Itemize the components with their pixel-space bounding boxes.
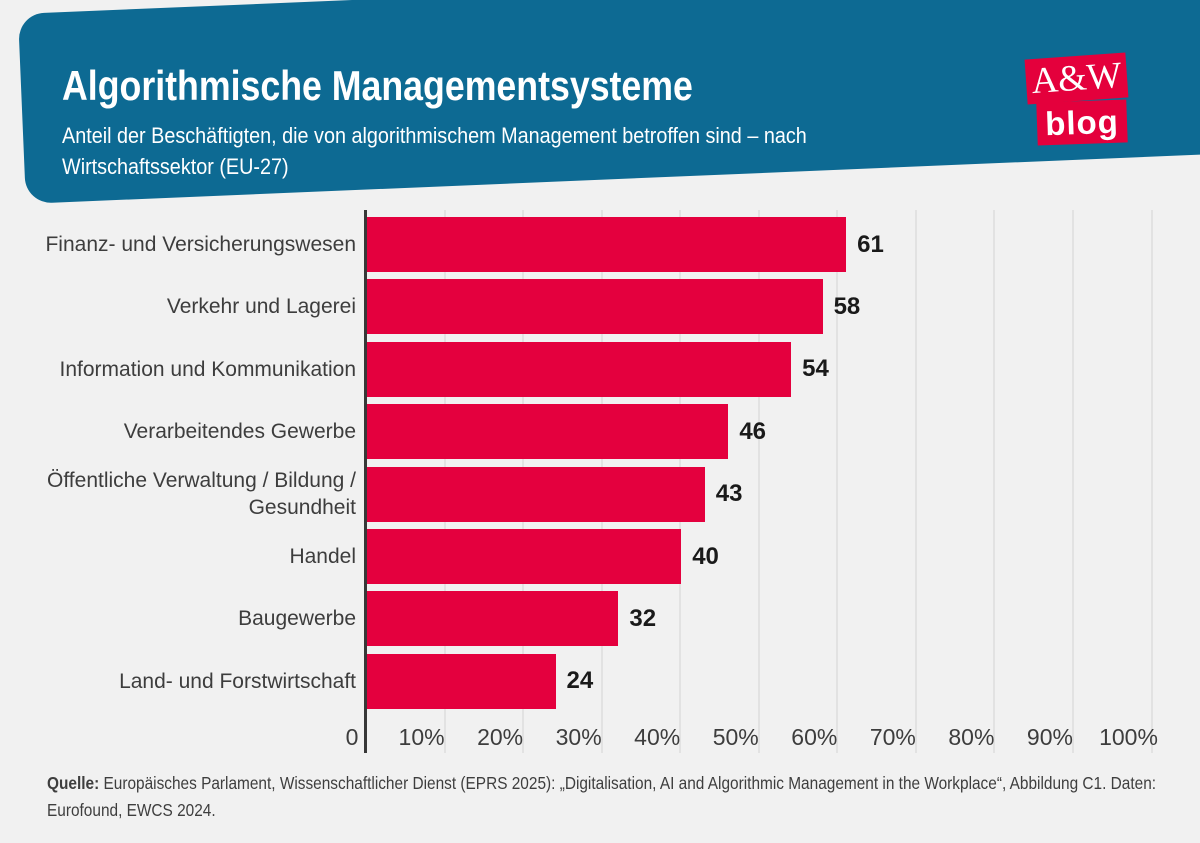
bar	[367, 341, 792, 397]
gridline-70	[914, 210, 917, 753]
value-label: 46	[739, 417, 767, 445]
value-label: 58	[833, 292, 861, 320]
category-label: Baugewerbe	[238, 607, 356, 631]
category-label: Handel	[289, 545, 356, 568]
x-tick-label: 40%	[634, 724, 681, 750]
x-tick-label: 70%	[869, 724, 916, 750]
value-label: 32	[629, 604, 657, 632]
value-label: 24	[566, 667, 594, 695]
source-label: Quelle:	[47, 773, 100, 793]
page-subtitle-line-1: Anteil der Beschäftigten, die von algori…	[62, 123, 807, 148]
x-tick-label: 50%	[712, 724, 759, 750]
category-label: Land- und Forstwirtschaft	[119, 669, 356, 693]
category-label: Verkehr und Lagerei	[166, 295, 356, 319]
x-tick-label: 80%	[948, 724, 995, 750]
gridline-100	[1150, 210, 1153, 753]
category-label: Öffentliche Verwaltung / Bildung / Gesun…	[47, 469, 356, 520]
x-tick-label: 60%	[791, 724, 838, 750]
bar	[367, 653, 556, 709]
logo-blog-box: blog	[1036, 99, 1128, 146]
page-title: Algorithmische Managementsysteme	[62, 62, 693, 109]
value-label: 43	[715, 480, 743, 508]
value-label: 61	[857, 230, 884, 258]
category-label: Verarbeitendes Gewerbe	[123, 420, 356, 444]
bar	[367, 591, 619, 647]
category-label: Information und Kommunikation	[59, 357, 357, 381]
x-tick-label: 10%	[398, 724, 445, 750]
gridline-60	[836, 210, 839, 753]
x-tick-label: 20%	[477, 724, 524, 750]
bar	[367, 466, 705, 522]
source-text: Europäisches Parlament, Wissenschaftlich…	[99, 773, 1157, 793]
y-axis-line	[364, 210, 367, 753]
value-label: 40	[692, 542, 719, 570]
x-tick-label: 90%	[1026, 724, 1073, 750]
gridline-80	[993, 210, 996, 753]
gridline-90	[1071, 210, 1074, 753]
bar	[367, 404, 729, 460]
bar	[367, 217, 847, 272]
source-line-1: Quelle: Europäisches Parlament, Wissensc…	[47, 770, 1156, 797]
value-label: 54	[802, 355, 829, 383]
source-line-2: Eurofound, EWCS 2024.	[47, 800, 216, 820]
source-note: Quelle: Europäisches Parlament, Wissensc…	[47, 770, 1200, 824]
logo-aw-box: A&W	[1024, 52, 1129, 105]
page-subtitle-line-2: Wirtschaftssektor (EU-27)	[62, 154, 289, 179]
category-label: Finanz- und Versicherungswesen	[45, 233, 356, 256]
bar	[367, 529, 682, 584]
x-tick-label: 100%	[1099, 724, 1158, 750]
page-subtitle: Anteil der Beschäftigten, die von algori…	[62, 120, 908, 182]
bar	[367, 279, 823, 335]
gridline-50	[757, 210, 760, 753]
x-tick-label: 0	[345, 724, 359, 750]
x-tick-label: 30%	[555, 724, 602, 750]
